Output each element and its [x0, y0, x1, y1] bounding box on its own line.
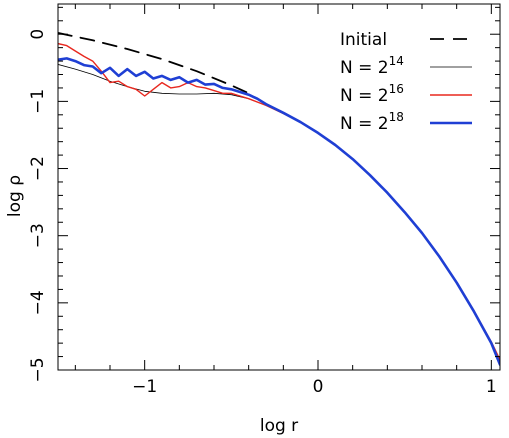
x-tick-label: 1 [486, 377, 497, 397]
y-tick-label: −5 [28, 357, 48, 382]
legend-label-3: N = 218 [340, 110, 404, 134]
y-tick-label: 0 [28, 29, 48, 40]
x-axis-label: log r [260, 416, 298, 436]
y-tick-label: −3 [28, 223, 48, 248]
tick-layer: −1 0 1 0 −1 −2 −3 −4 −5 [28, 4, 500, 397]
legend-label-1: N = 214 [340, 54, 404, 78]
y-tick-label: −2 [28, 156, 48, 181]
legend-label-exponent: 14 [389, 54, 404, 68]
series-line-0 [58, 32, 250, 95]
y-tick-label: −4 [28, 290, 48, 315]
x-tick-label: −1 [132, 377, 157, 397]
legend-label-base: N = 2 [340, 86, 389, 106]
y-tick-label: −1 [28, 89, 48, 114]
y-axis-label: log ρ [5, 175, 25, 217]
series-line-1 [58, 64, 500, 361]
series-line-3 [58, 57, 500, 366]
legend-label-2: N = 216 [340, 82, 404, 106]
legend-label-0: Initial [340, 30, 387, 50]
legend-label-exponent: 18 [389, 110, 404, 124]
legend-label-exponent: 16 [389, 82, 404, 96]
series-line-2 [58, 42, 500, 361]
legend-label-base: Initial [340, 30, 387, 50]
series-layer [58, 32, 500, 366]
plot-frame [57, 3, 501, 371]
x-tick-label: 0 [313, 377, 324, 397]
legend-label-base: N = 2 [340, 114, 389, 134]
legend-label-base: N = 2 [340, 58, 389, 78]
